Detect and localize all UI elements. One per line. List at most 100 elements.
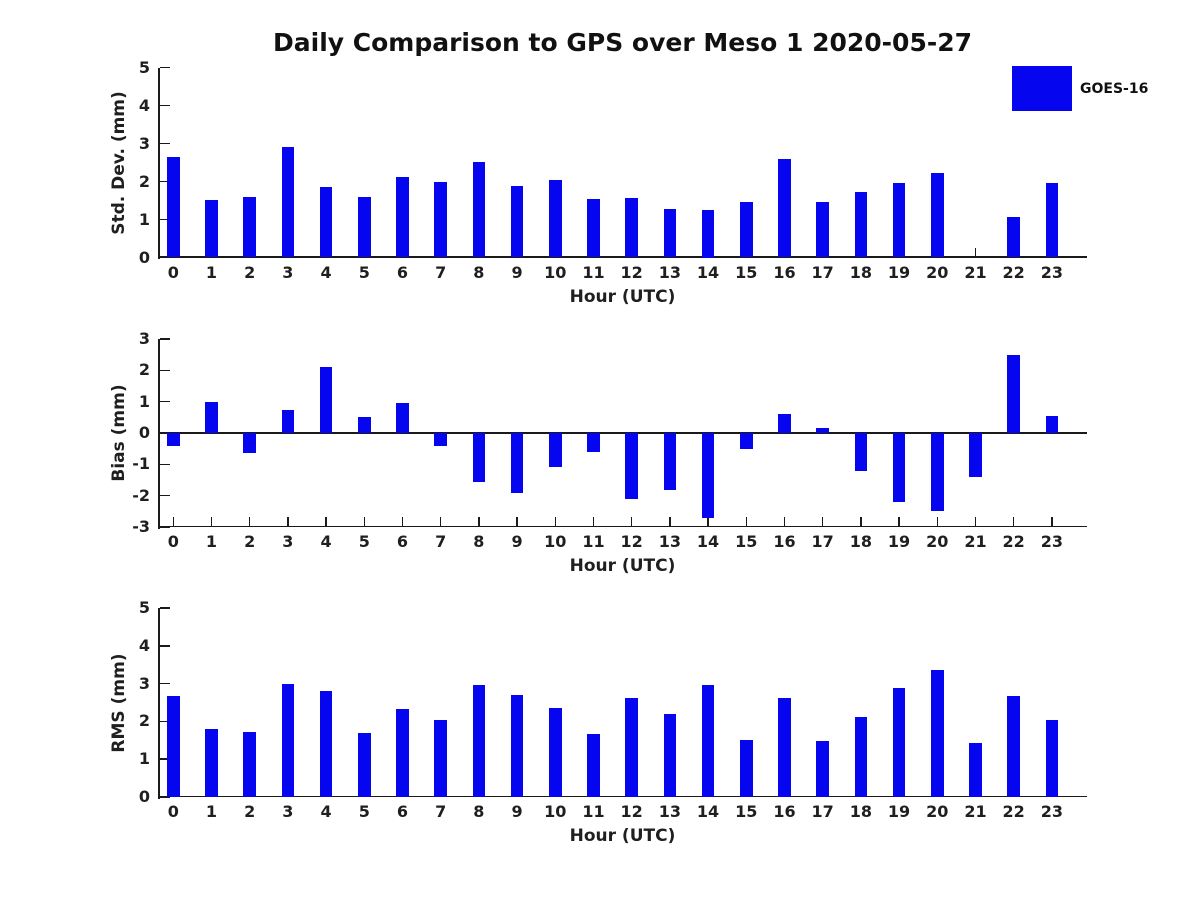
- y-axis-spine: [158, 67, 160, 259]
- bar: [663, 433, 677, 491]
- y-tick-label: 2: [138, 171, 150, 191]
- y-tick-label: 1: [138, 391, 150, 411]
- x-tick: [669, 517, 671, 527]
- x-tick-label: 20: [926, 802, 949, 821]
- y-tick-label: 0: [138, 787, 150, 806]
- y-tick: [159, 796, 170, 798]
- plot-area-rms: 0 1 2 3 4 5 0 1 2 3 4 5 6 7 8 9 10 11 12 13 14 15 16 17 18 19 20 21…: [139, 598, 1087, 821]
- y-axis-spine: [158, 339, 160, 529]
- x-tick-label: 12: [620, 532, 643, 551]
- bar: [319, 187, 333, 258]
- x-tick-label: 18: [849, 532, 872, 551]
- x-tick-label: 21: [964, 262, 987, 282]
- y-tick: [159, 338, 170, 340]
- y-tick: [159, 104, 170, 107]
- x-tick: [401, 517, 404, 527]
- bar: [434, 720, 447, 797]
- bar: [319, 367, 333, 433]
- x-tick-label: 16: [773, 802, 796, 821]
- bar: [1045, 719, 1059, 797]
- bar: [396, 177, 409, 258]
- bar: [740, 202, 753, 258]
- bar: [243, 197, 256, 258]
- bar: [969, 433, 982, 477]
- x-tick-label: 7: [435, 262, 447, 282]
- x-tick: [439, 517, 442, 527]
- x-tick-label: 15: [735, 532, 758, 551]
- bar: [281, 410, 295, 433]
- x-tick-label: 18: [849, 262, 872, 282]
- x-tick-label: 0: [167, 532, 179, 551]
- x-tick-label: 22: [1002, 262, 1025, 282]
- x-tick-label: 2: [244, 532, 256, 551]
- x-tick-label: 14: [696, 802, 720, 821]
- x-tick-label: 14: [696, 532, 720, 551]
- bar: [931, 433, 944, 512]
- x-tick-label: 2: [244, 262, 256, 282]
- x-tick-label: 0: [167, 802, 179, 821]
- x-tick-label: 7: [435, 532, 447, 551]
- y-tick-label: 3: [138, 329, 150, 348]
- x-tick: [172, 517, 175, 527]
- x-axis-spine: [158, 525, 1087, 527]
- x-axis-spine: [158, 256, 1087, 258]
- bar: [931, 670, 944, 797]
- bar: [549, 708, 562, 797]
- x-tick-label: 15: [735, 262, 758, 282]
- x-axis-label-std-dev: Hour (UTC): [569, 286, 676, 307]
- bar: [281, 147, 295, 258]
- x-tick: [210, 517, 213, 527]
- bar: [549, 433, 562, 468]
- y-axis-spine: [158, 608, 160, 799]
- bar: [358, 196, 371, 258]
- legend-label: GOES-16: [1080, 81, 1149, 97]
- x-tick-label: 9: [511, 532, 523, 551]
- y-tick-label: 1: [138, 749, 150, 769]
- bar: [663, 209, 677, 258]
- x-tick-label: 12: [620, 802, 643, 821]
- y-tick: [159, 369, 170, 372]
- y-tick: [159, 526, 170, 528]
- x-tick: [707, 517, 709, 527]
- x-tick-label: 3: [282, 802, 294, 821]
- bar: [472, 161, 486, 258]
- bar: [892, 182, 906, 258]
- x-tick: [974, 247, 977, 258]
- x-tick-label: 23: [1040, 262, 1063, 282]
- x-tick-label: 6: [396, 532, 409, 551]
- x-tick-label: 10: [544, 532, 567, 551]
- x-tick-label: 15: [735, 802, 758, 821]
- bar: [243, 433, 256, 454]
- x-tick-label: 5: [358, 532, 370, 551]
- x-tick-label: 8: [473, 802, 485, 821]
- y-tick: [159, 142, 170, 145]
- bar: [587, 733, 600, 797]
- bar: [1007, 354, 1020, 433]
- y-axis-label-rms: RMS (mm): [109, 652, 129, 753]
- x-tick: [974, 517, 977, 527]
- x-axis-label-bias: Hour (UTC): [569, 556, 676, 576]
- y-tick-label: -3: [132, 517, 150, 536]
- y-tick: [159, 463, 170, 466]
- bar: [1007, 217, 1020, 258]
- x-tick: [248, 517, 251, 527]
- x-tick-label: 10: [544, 262, 567, 282]
- x-tick-label: 3: [282, 532, 294, 551]
- y-tick: [159, 494, 170, 497]
- x-axis-label-rms: Hour (UTC): [569, 826, 676, 846]
- y-tick: [159, 758, 170, 760]
- x-tick-label: 16: [773, 532, 796, 551]
- x-tick: [860, 517, 862, 527]
- bar: [778, 697, 791, 797]
- bar: [243, 732, 256, 797]
- x-tick-label: 12: [620, 262, 643, 282]
- x-tick-label: 13: [658, 532, 681, 551]
- x-tick: [592, 517, 595, 527]
- bar: [549, 179, 562, 258]
- y-tick: [159, 180, 170, 183]
- x-tick-label: 5: [358, 262, 370, 282]
- bar: [854, 433, 868, 471]
- y-tick-label: 2: [138, 360, 150, 380]
- plot-area-std-dev: 0 1 2 3 4 5 0 1 2 3 4 5 6 7 8 9 10 11 12 13 14 15 16 17 18 19 20 21…: [139, 58, 1087, 282]
- bar: [854, 716, 868, 797]
